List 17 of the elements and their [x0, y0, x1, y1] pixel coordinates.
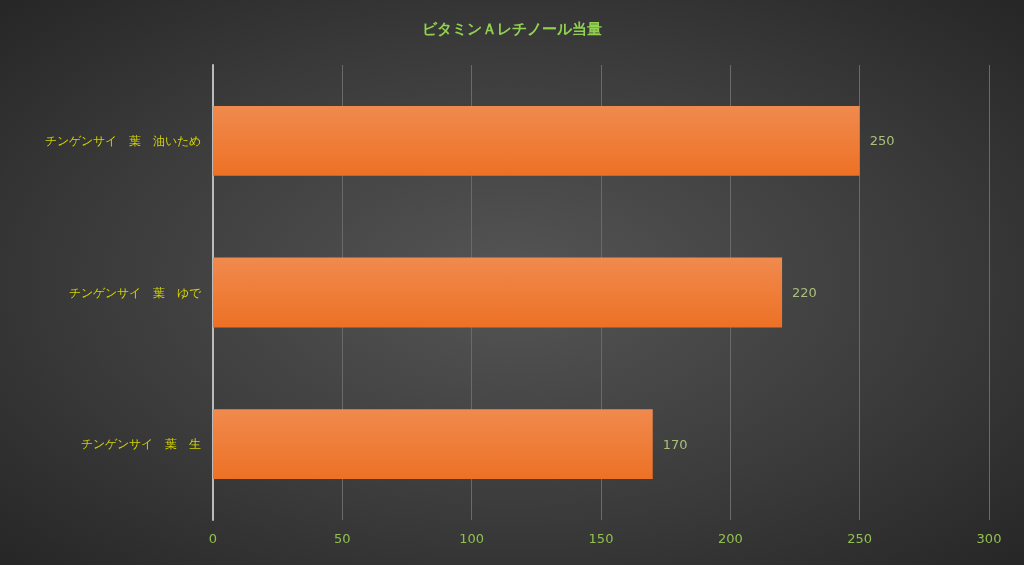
chart-title: ビタミンＡレチノール当量 [422, 19, 602, 38]
data-label: 250 [869, 133, 895, 149]
x-tick-label: 0 [208, 531, 218, 546]
x-tick-label: 250 [847, 531, 873, 546]
bar [213, 105, 860, 176]
data-label: 220 [792, 285, 817, 300]
x-tick-label: 150 [588, 531, 614, 546]
x-tick-label: 200 [717, 531, 743, 546]
y-tick-label: チンゲンサイ 葉 ゆで [69, 285, 202, 300]
x-tick-label: 300 [976, 531, 1002, 546]
bar [213, 409, 653, 480]
x-tick-label: 100 [459, 531, 485, 546]
x-tick-label: 50 [334, 531, 351, 546]
y-tick-label: チンゲンサイ 葉 油いため [45, 133, 201, 148]
y-tick-label: チンゲンサイ 葉 生 [81, 437, 201, 452]
bar [213, 257, 783, 328]
data-label: 170 [662, 436, 688, 452]
